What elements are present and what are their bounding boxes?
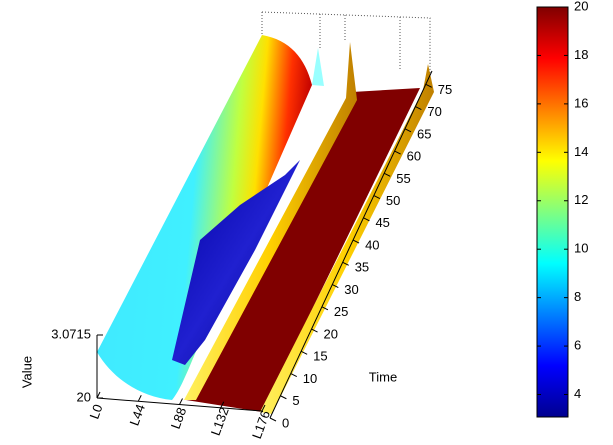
x-tick — [179, 398, 183, 405]
y-tick — [321, 306, 329, 311]
x-tick — [220, 401, 225, 408]
y-tick — [363, 217, 370, 222]
y-tick-label: 55 — [396, 171, 410, 186]
x-tick-label: L176 — [249, 408, 273, 440]
surface-plane — [186, 88, 420, 412]
y-tick — [311, 328, 318, 333]
y-tick-label: 70 — [427, 104, 441, 119]
colorbar-tick-label: 20 — [574, 0, 588, 13]
z-axis-label: Value — [19, 356, 34, 388]
surface-spike — [312, 48, 324, 86]
y-tick — [332, 284, 339, 288]
y-tick-label: 65 — [417, 126, 431, 141]
surface-sheet — [97, 35, 312, 400]
x-tick — [261, 404, 266, 412]
box — [96, 11, 431, 340]
y-tick-label: 0 — [282, 415, 289, 430]
x-tick — [137, 395, 142, 402]
z-tick-label: 20 — [77, 389, 91, 404]
x-tick — [96, 391, 101, 399]
x-tick-label: L88 — [168, 405, 190, 431]
y-axis-label: Time — [369, 369, 397, 384]
y-tick-label: 25 — [334, 304, 348, 319]
y-tick-label: 20 — [324, 326, 338, 341]
y-tick — [373, 195, 381, 200]
y-tick-label: 30 — [344, 282, 358, 297]
y-tick — [352, 239, 360, 244]
x-tick-label: L132 — [208, 405, 232, 437]
y-tick-label: 45 — [375, 215, 389, 230]
y-tick — [300, 350, 308, 355]
y-tick-label: 10 — [303, 371, 317, 386]
z-tick-label: 3.0715 — [51, 326, 91, 341]
surface — [97, 35, 434, 414]
y-tick — [269, 417, 277, 422]
colorbar-tick-label: 10 — [574, 241, 588, 256]
y-tick — [280, 395, 287, 400]
x-tick-label: L0 — [86, 402, 105, 421]
y-tick-label: 40 — [365, 237, 379, 252]
colorbar-tick-label: 18 — [574, 47, 588, 62]
y-tick — [384, 172, 391, 177]
y-tick-label: 50 — [386, 193, 400, 208]
y-tick — [394, 150, 401, 155]
y-tick — [415, 106, 422, 111]
colorbar — [536, 6, 569, 418]
surface-ridge — [260, 64, 434, 414]
colorbar-tick-label: 4 — [574, 386, 581, 401]
x-tick-label: L44 — [126, 402, 148, 428]
surface-dip — [172, 160, 300, 365]
colorbar-tick-label: 16 — [574, 95, 588, 110]
colorbar-tick-label: 8 — [574, 289, 581, 304]
y-tick — [290, 373, 297, 377]
y-tick-label: 60 — [407, 149, 421, 164]
y-tick-label: 35 — [355, 260, 369, 275]
y-tick — [404, 128, 412, 133]
y-tick-label: 5 — [292, 393, 299, 408]
y-tick-label: 15 — [313, 349, 327, 364]
y-tick-label: 75 — [438, 82, 452, 97]
y-tick — [425, 83, 432, 88]
colorbar-tick-label: 14 — [574, 144, 588, 159]
colorbar-tick-label: 6 — [574, 338, 581, 353]
colorbar-tick-label: 12 — [574, 192, 588, 207]
y-tick — [342, 261, 349, 266]
